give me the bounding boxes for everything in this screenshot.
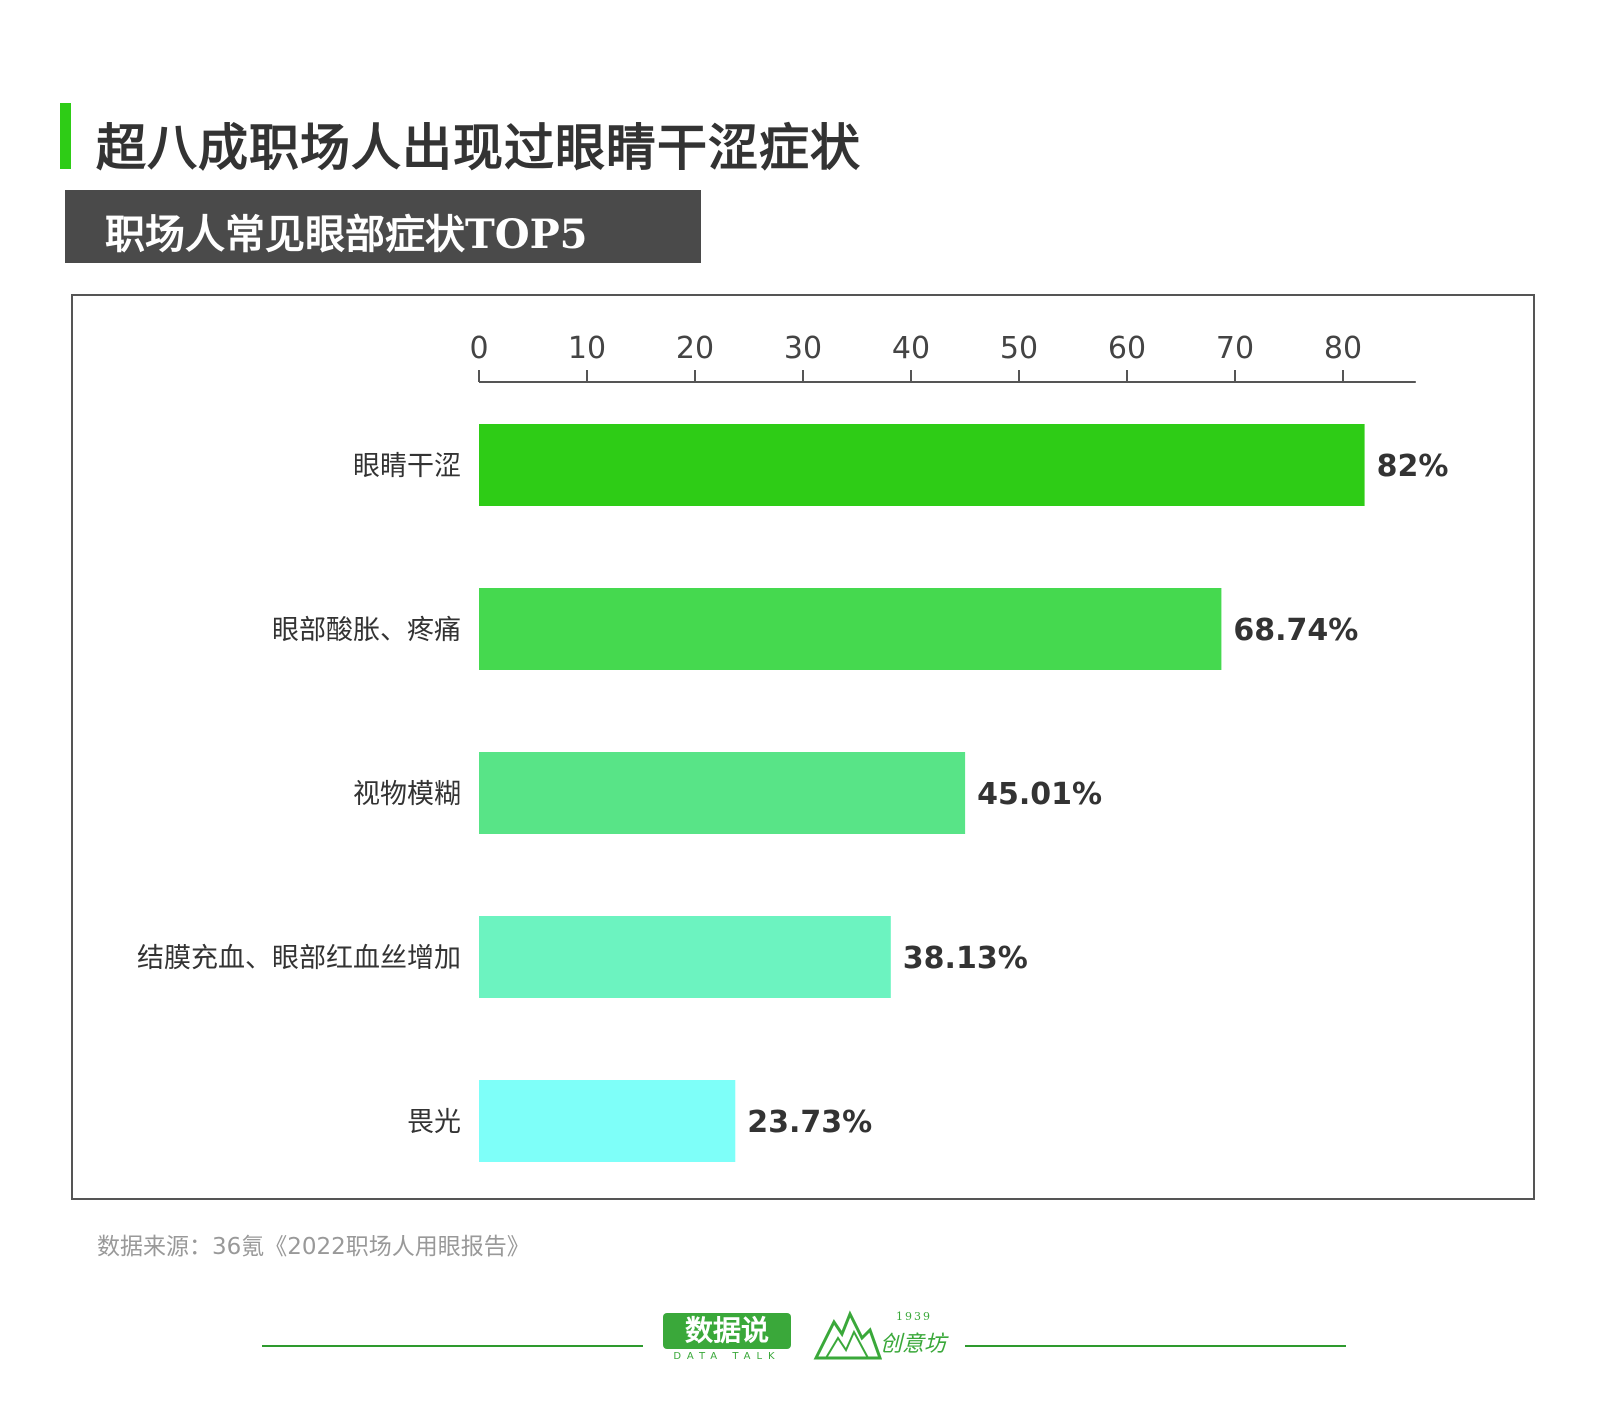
category-label: 眼部酸胀、疼痛 [272,615,461,646]
chart-subtitle: 职场人常见眼部症状TOP5 [105,211,588,258]
title-accent-bar [60,103,71,169]
x-tick-label: 10 [568,331,606,366]
x-tick-label: 0 [469,331,488,366]
bar [479,424,1365,506]
footer-line-left [262,1345,643,1347]
data-source: 数据来源：36氪《2022职场人用眼报告》 [97,1234,530,1260]
data-talk-logo: 数据说 DATA TALK [663,1313,791,1365]
x-tick-label: 50 [1000,331,1038,366]
page-title: 超八成职场人出现过眼睛干涩症状 [96,118,861,177]
x-tick-label: 20 [676,331,714,366]
footer-line-right [965,1345,1346,1347]
value-label: 23.73% [747,1105,872,1140]
chuangyifang-logo: 1939 创意坊 [812,1308,952,1362]
mountain-logo-icon [813,1310,882,1360]
data-talk-logo-text: 数据说 [663,1313,791,1349]
bar [479,1080,736,1162]
value-label: 68.74% [1233,613,1358,648]
subtitle-banner: 职场人常见眼部症状TOP5 [65,190,701,263]
data-talk-logo-subtext: DATA TALK [673,1351,781,1362]
category-label: 眼睛干涩 [353,451,461,482]
logo-name: 创意坊 [880,1332,947,1357]
chart-frame: 0 10 20 30 40 50 60 70 80 眼睛干涩 82% 眼部酸胀、疼痛 68.74% 视物模… [71,294,1535,1200]
bar [479,588,1222,670]
bar [479,916,891,998]
bar-chart: 0 10 20 30 40 50 60 70 80 眼睛干涩 82% 眼部酸胀、疼痛 68.74% 视物模… [137,331,1449,1162]
x-tick-label: 80 [1324,331,1362,366]
bar [479,752,966,834]
category-label: 结膜充血、眼部红血丝增加 [137,943,461,974]
value-label: 82% [1377,449,1449,484]
logo-year: 1939 [896,1310,932,1323]
category-label: 视物模糊 [353,779,461,810]
value-label: 38.13% [903,941,1028,976]
x-tick-label: 40 [892,331,930,366]
x-tick-label: 70 [1216,331,1254,366]
x-tick-label: 60 [1108,331,1146,366]
x-tick-label: 30 [784,331,822,366]
category-label: 畏光 [407,1107,461,1138]
value-label: 45.01% [977,777,1102,812]
